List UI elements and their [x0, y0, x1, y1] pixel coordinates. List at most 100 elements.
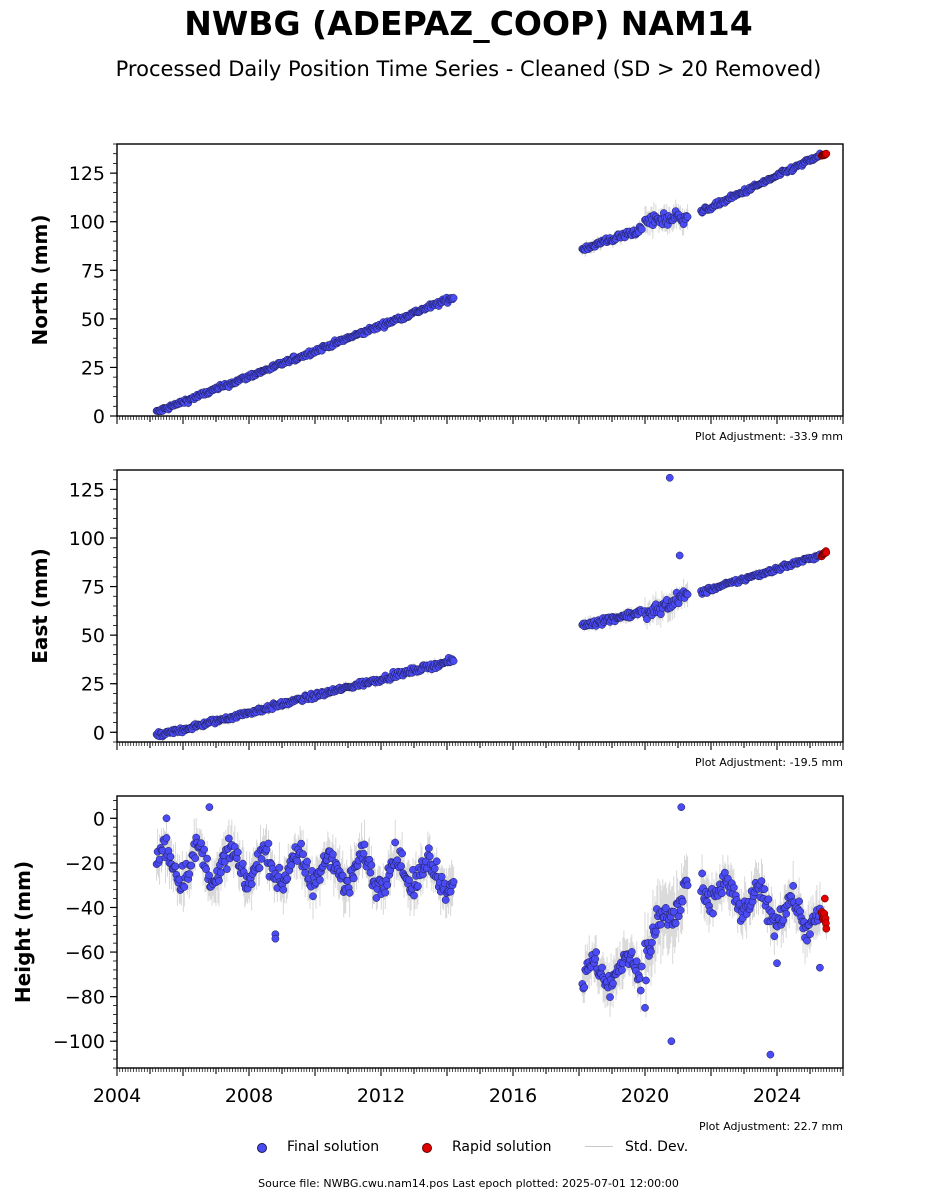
data-points	[152, 803, 831, 1059]
y-tick-label: 25	[81, 674, 105, 696]
y-tick-label: 125	[69, 163, 105, 185]
final-point	[432, 857, 441, 866]
rapid-point	[821, 894, 829, 903]
final-point	[414, 882, 422, 891]
final-point	[637, 962, 646, 971]
final-point	[349, 874, 358, 883]
final-point	[449, 877, 458, 886]
x-tick-label: 2012	[357, 1085, 405, 1107]
final-point	[223, 865, 231, 873]
y-tick-label: −20	[65, 853, 105, 875]
final-point	[162, 834, 171, 842]
final-point	[816, 963, 824, 972]
y-tick-label: 100	[69, 212, 105, 234]
stddev-bars	[156, 817, 827, 1018]
final-point	[648, 938, 656, 947]
plot-adjustment-label: Plot Adjustment: -33.9 mm	[695, 430, 843, 443]
final-point	[637, 225, 646, 234]
final-point	[782, 909, 791, 918]
final-point	[171, 862, 180, 871]
axes-frame	[116, 143, 844, 417]
final-point	[441, 896, 450, 904]
y-tick-label: −80	[65, 987, 105, 1009]
final-point	[718, 889, 726, 898]
final-point	[449, 657, 458, 665]
y-axis-label: East (mm)	[28, 548, 52, 664]
x-tick-label: 2008	[225, 1085, 273, 1107]
final-point	[345, 888, 354, 897]
final-point	[233, 848, 242, 857]
legend: Final solution Rapid solution Std. Dev.	[0, 1136, 937, 1158]
final-point	[316, 876, 324, 884]
final-point	[255, 864, 264, 872]
final-point	[580, 983, 589, 992]
data-points	[152, 149, 831, 416]
final-point	[591, 955, 600, 963]
final-point	[197, 839, 205, 848]
final-point	[264, 839, 273, 848]
rapid-point	[822, 924, 831, 933]
legend-final-label: Final solution	[287, 1139, 380, 1155]
final-point	[257, 855, 266, 863]
final-point	[683, 881, 692, 890]
final-point	[770, 932, 779, 941]
final-point	[162, 814, 171, 823]
final-point	[598, 963, 606, 972]
final-point	[779, 916, 788, 925]
final-point	[225, 834, 233, 843]
final-point	[185, 870, 194, 878]
final-point	[299, 850, 307, 859]
source-file-note: Source file: NWBG.cwu.nam14.pos Last epo…	[258, 1177, 679, 1190]
final-point	[366, 868, 375, 877]
y-tick-label: 0	[93, 406, 105, 428]
final-point	[247, 880, 256, 888]
final-point	[671, 919, 680, 928]
y-tick-label: 0	[93, 808, 105, 830]
legend-stddev-label: Std. Dev.	[625, 1139, 689, 1155]
final-point	[642, 976, 650, 985]
final-point	[166, 852, 175, 861]
final-point	[437, 872, 446, 881]
final-point	[200, 845, 208, 854]
final-point	[405, 876, 413, 884]
rapid-marker-icon	[422, 1143, 432, 1153]
final-point	[760, 885, 769, 893]
final-point	[636, 986, 645, 995]
final-point	[773, 959, 781, 968]
stddev-line-icon	[585, 1146, 613, 1147]
final-point	[203, 854, 211, 863]
final-point	[215, 876, 223, 885]
final-point	[205, 803, 214, 811]
y-tick-label: 0	[93, 722, 105, 744]
final-marker-icon	[257, 1143, 267, 1153]
final-point	[665, 473, 674, 482]
axes-frame	[116, 469, 844, 743]
final-point	[757, 877, 766, 885]
final-point	[410, 891, 418, 900]
y-tick-label: 75	[81, 260, 105, 282]
final-point	[641, 1003, 649, 1012]
final-point	[446, 887, 455, 896]
final-point	[677, 803, 686, 811]
final-point	[698, 869, 706, 878]
y-tick-label: 75	[81, 577, 105, 599]
final-point	[709, 909, 717, 918]
y-tick-label: 50	[81, 625, 105, 647]
final-point	[627, 948, 636, 956]
rapid-point	[822, 149, 831, 158]
final-point	[205, 871, 213, 880]
final-point	[328, 850, 337, 859]
final-point	[191, 854, 200, 863]
y-tick-label: −60	[65, 942, 105, 964]
final-point	[609, 979, 617, 988]
y-tick-label: 100	[69, 528, 105, 550]
x-tick-label: 2004	[93, 1085, 141, 1107]
chart-subtitle: Processed Daily Position Time Series - C…	[115, 57, 822, 81]
final-point	[795, 897, 803, 906]
final-point	[676, 906, 685, 915]
rapid-point	[822, 548, 831, 557]
panel-0: 0 25 50 75 100 125 North (mm) Plot Adjustment: …	[28, 143, 844, 443]
final-point	[398, 849, 406, 858]
chart-title: NWBG (ADEPAZ_COOP) NAM14	[184, 4, 753, 43]
final-point	[606, 993, 614, 1001]
